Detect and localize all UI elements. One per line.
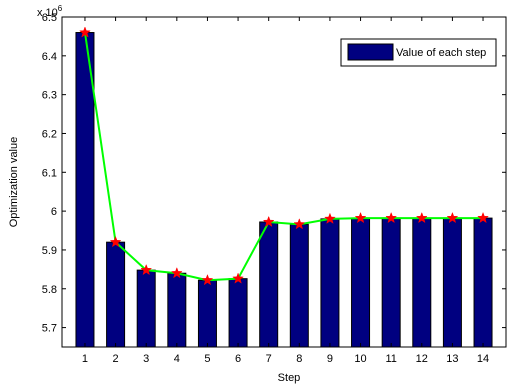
star-marker-step-11 xyxy=(385,211,398,224)
bar-step-8 xyxy=(289,223,309,348)
y-tick-label: 5.7 xyxy=(42,323,57,335)
y-ticks-layer: 5.7 5.8 5.9 6 6.1 6.2 6.3 6.4 6.5 xyxy=(42,12,506,335)
x-tick-label: 5 xyxy=(204,353,210,365)
series-line xyxy=(83,32,484,282)
x-tick-label: 4 xyxy=(174,353,180,365)
y-axis-title: Optimization value xyxy=(8,137,20,228)
star-marker-step-12 xyxy=(415,211,428,224)
x-tick-label: 14 xyxy=(477,353,489,365)
star-marker-step-2 xyxy=(109,235,122,248)
star-marker-step-5 xyxy=(201,274,214,286)
y-tick-label: 5.8 xyxy=(42,284,57,296)
y-tick-label: 6.3 xyxy=(42,90,57,102)
y-tick-label: 6.5 xyxy=(42,12,57,24)
star-marker-step-4 xyxy=(170,267,183,279)
bar-step-9 xyxy=(320,218,340,348)
legend: Value of each step xyxy=(340,38,497,67)
x-tick-label: 9 xyxy=(327,353,333,365)
y-tick-label: 6 xyxy=(51,206,57,218)
x-tick-label: 7 xyxy=(266,353,272,365)
x-tick-label: 12 xyxy=(416,353,428,365)
bar-step-14 xyxy=(473,217,493,348)
y-tick-label: 5.9 xyxy=(42,245,57,257)
bars-layer xyxy=(75,32,493,348)
bar-step-5 xyxy=(197,279,217,348)
star-marker-step-10 xyxy=(354,211,367,224)
x-tick-label: 8 xyxy=(296,353,302,365)
y-tick-label: 6.1 xyxy=(42,167,57,179)
star-marker-step-1 xyxy=(79,26,91,38)
y-multiplier-exponent: 6 xyxy=(58,4,63,13)
x-tick-label: 6 xyxy=(235,353,241,365)
x-tick-label: 1 xyxy=(82,353,88,365)
line-layer xyxy=(79,26,489,286)
legend-swatch xyxy=(347,43,394,61)
star-marker-step-8 xyxy=(293,218,306,230)
y-tick-label: 6.4 xyxy=(42,51,57,63)
bar-step-2 xyxy=(106,241,126,348)
star-marker-step-3 xyxy=(140,263,153,276)
x-tick-label: 10 xyxy=(354,353,366,365)
x-tick-label: 13 xyxy=(446,353,458,365)
bar-step-10 xyxy=(351,217,371,348)
star-marker-step-7 xyxy=(262,215,275,228)
bar-step-13 xyxy=(442,217,462,348)
axes-layer xyxy=(61,16,507,348)
y-multiplier-label: x 106 xyxy=(37,4,63,19)
bar-step-7 xyxy=(259,221,279,348)
bar-step-12 xyxy=(412,217,432,348)
star-marker-step-6 xyxy=(232,272,244,284)
bar-step-4 xyxy=(167,272,187,348)
star-marker-step-13 xyxy=(446,211,459,224)
legend-label: Value of each step xyxy=(396,47,486,59)
star-marker-step-9 xyxy=(324,212,336,224)
plot-frame xyxy=(61,16,507,348)
x-tick-label: 3 xyxy=(143,353,149,365)
star-marker-step-14 xyxy=(477,211,489,224)
x-tick-label: 2 xyxy=(113,353,119,365)
x-tick-label: 11 xyxy=(385,353,396,365)
y-tick-label: 6.2 xyxy=(42,128,57,140)
bar-step-3 xyxy=(136,269,156,348)
x-axis-title: Step xyxy=(278,372,301,384)
bar-step-6 xyxy=(228,278,248,348)
x-ticks-layer: 1 2 3 4 5 6 7 8 9 10 11 12 13 14 xyxy=(82,17,489,365)
bar-step-11 xyxy=(381,217,401,348)
